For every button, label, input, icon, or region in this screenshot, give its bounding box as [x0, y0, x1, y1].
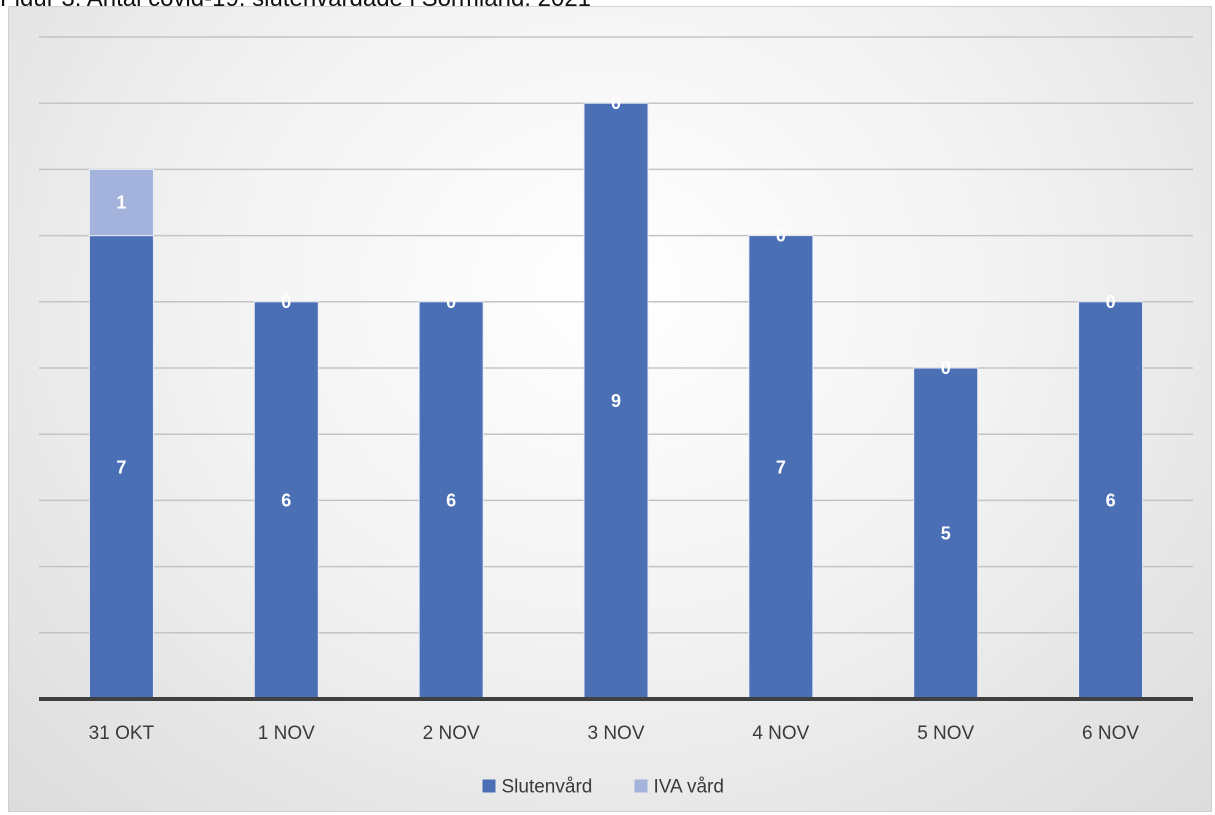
- data-label: 7: [116, 457, 126, 477]
- x-tick-label: 6 NOV: [1082, 723, 1139, 744]
- stacked-bar-chart: 7 1 6 0 6 0 9 0 7 0 5 0 6 0 31 OKT 1 NOV 2 NOV 3 NOV 4 NO…: [39, 36, 1193, 798]
- data-label: 0: [446, 292, 456, 312]
- bar-segment: [88, 168, 154, 237]
- data-label: 0: [941, 358, 951, 378]
- chart-area: 7 1 6 0 6 0 9 0 7 0 5 0 6 0 31 OKT 1 NOV 2 NOV 3 NOV 4 NO…: [8, 6, 1212, 812]
- legend-label: Slutenvård: [502, 777, 593, 798]
- data-label: 7: [776, 457, 786, 477]
- x-tick-label: 2 NOV: [423, 723, 480, 744]
- data-label: 5: [941, 524, 951, 544]
- x-axis: 31 OKT 1 NOV 2 NOV 3 NOV 4 NOV 5 NOV 6 NOV: [39, 697, 1193, 744]
- data-label: 6: [281, 490, 291, 510]
- data-labels: 7 1 6 0 6 0 9 0 7 0 5 0 6 0: [116, 93, 1115, 543]
- x-tick-label: 5 NOV: [917, 723, 974, 744]
- data-label: 0: [281, 292, 291, 312]
- bar-segment: [748, 235, 814, 700]
- x-tick-label: 3 NOV: [587, 723, 644, 744]
- x-tick-label: 4 NOV: [752, 723, 809, 744]
- data-label: 9: [611, 391, 621, 411]
- x-tick-label: 1 NOV: [258, 723, 315, 744]
- x-tick-label: 31 OKT: [89, 723, 155, 744]
- legend-swatch: [634, 779, 648, 793]
- data-label: 6: [446, 490, 456, 510]
- bars: [88, 102, 1144, 700]
- bar-segment: [913, 367, 979, 700]
- data-label: 6: [1106, 490, 1116, 510]
- data-label: 0: [611, 93, 621, 113]
- legend-item: Slutenvård: [482, 777, 593, 798]
- legend: Slutenvård IVA vård: [482, 777, 724, 798]
- bar-segment: [583, 102, 649, 700]
- data-label: 1: [116, 193, 126, 213]
- legend-swatch: [482, 779, 496, 793]
- data-label: 0: [1106, 292, 1116, 312]
- data-label: 0: [776, 226, 786, 246]
- bar-segment: [88, 235, 154, 700]
- legend-item: IVA vård: [634, 777, 724, 798]
- legend-label: IVA vård: [654, 777, 724, 798]
- bar-segment: [1078, 301, 1144, 700]
